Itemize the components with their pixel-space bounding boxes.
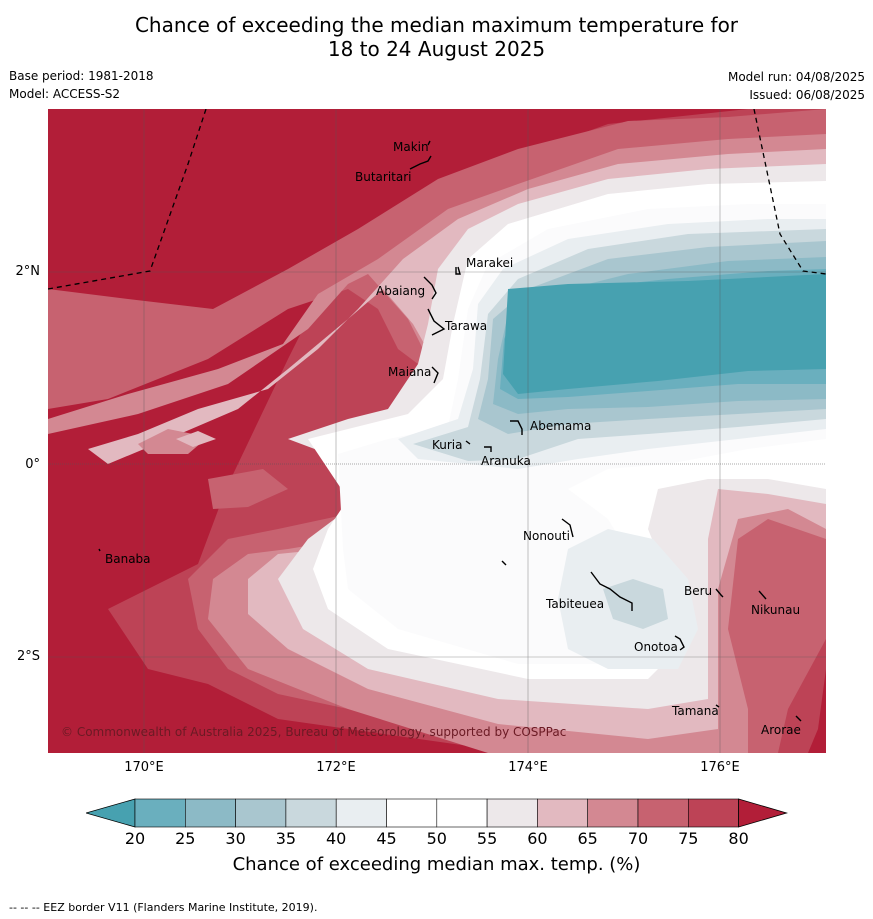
place-label-arorae: Arorae	[761, 723, 801, 737]
place-label-makin: Makin	[393, 140, 429, 154]
makin-island	[427, 140, 431, 146]
nonouti-islet	[501, 560, 507, 566]
colorbar-box-55-60	[486, 798, 538, 828]
tabiteuea-island	[590, 571, 633, 611]
nonouti-island	[561, 518, 574, 538]
colorbar-box-35-40	[285, 798, 337, 828]
colorbar-box-45-50	[386, 798, 438, 828]
onotoa-island	[674, 635, 685, 651]
marakei-island	[455, 266, 461, 275]
place-label-onotoa: Onotoa	[634, 640, 678, 654]
colorbar-tick-label: 30	[225, 829, 246, 848]
colorbar-tick-label: 70	[627, 829, 649, 848]
colorbar-box-75-80	[687, 798, 739, 828]
band-70-75-island	[208, 469, 288, 509]
base-period: Base period: 1981-2018	[9, 69, 154, 83]
tamana-island	[715, 704, 720, 708]
banaba-island	[98, 548, 101, 552]
place-label-banaba: Banaba	[105, 552, 151, 566]
aranuka-island	[484, 446, 492, 452]
colorbar-box-50-55	[436, 798, 488, 828]
colorbar-tick-label: 75	[678, 829, 699, 848]
band-below-20	[503, 274, 826, 394]
colorbar-tick-label: 20	[124, 829, 146, 848]
colorbar-tick-label: 50	[426, 829, 447, 848]
island-outlines	[98, 140, 802, 722]
model-name: Model: ACCESS-S2	[9, 87, 121, 101]
colorbar-tick-label: 55	[476, 829, 498, 848]
eez-border-east	[753, 109, 826, 275]
issued-date: Issued: 06/08/2025	[749, 88, 865, 102]
beru-island	[715, 588, 724, 598]
forecast-map: Makin Butaritari Marakei Abaiang Tarawa …	[48, 109, 826, 753]
place-label-maiana: Maiana	[388, 365, 431, 379]
copyright-notice: © Commonwealth of Australia 2025, Bureau…	[61, 725, 566, 739]
colorbar-title: Chance of exceeding median max. temp. (%…	[232, 854, 641, 875]
kuria-island	[465, 440, 471, 445]
lon-tick-170e: 170°E	[124, 760, 164, 775]
graticule	[48, 109, 826, 753]
place-label-marakei: Marakei	[466, 256, 513, 270]
place-label-tabiteuea: Tabiteuea	[545, 597, 604, 611]
colorbar-tick-label: 65	[577, 829, 598, 848]
maiana-island	[431, 366, 439, 384]
place-label-kuria: Kuria	[432, 438, 463, 452]
lon-tick-174e: 174°E	[508, 760, 548, 775]
place-label-nonouti: Nonouti	[523, 529, 570, 543]
nikunau-island	[758, 590, 767, 600]
band-60-65-islet	[176, 431, 216, 447]
colorbar-box-70-75	[637, 798, 689, 828]
place-label-tamana: Tamana	[671, 704, 719, 718]
lon-tick-172e: 172°E	[316, 760, 356, 775]
map-title-line2: 18 to 24 August 2025	[327, 37, 546, 61]
place-label-nikunau: Nikunau	[751, 603, 800, 617]
colorbar-tick-label: 60	[527, 829, 548, 848]
eez-footnote: -- -- -- EEZ border V11 (Flanders Marine…	[9, 901, 318, 914]
colorbar-tick-label: 45	[376, 829, 397, 848]
colorbar-box-20-25	[134, 798, 186, 828]
place-label-beru: Beru	[684, 584, 712, 598]
abaiang-island	[423, 276, 437, 300]
colorbar-box-30-35	[235, 798, 287, 828]
colorbar-box-40-45	[335, 798, 387, 828]
colorbar-box-65-70	[587, 798, 639, 828]
lat-tick-2n: 2°N	[15, 264, 41, 279]
lat-tick-2s: 2°S	[16, 649, 40, 664]
colorbar-tick-label: 80	[728, 829, 749, 848]
place-label-abemama: Abemama	[530, 419, 591, 433]
place-label-abaiang: Abaiang	[376, 284, 425, 298]
colorbar	[86, 798, 788, 828]
colorbar-tick-label: 25	[175, 829, 196, 848]
eez-border-west	[48, 109, 207, 290]
colorbar-box-60-65	[537, 798, 588, 828]
colorbar-extend-low	[86, 798, 136, 828]
map-title-line1: Chance of exceeding the median maximum t…	[134, 13, 739, 37]
lat-tick-0: 0°	[25, 457, 40, 472]
colorbar-extend-high	[738, 798, 788, 828]
lon-tick-176e: 176°E	[700, 760, 740, 775]
arorae-island	[795, 715, 802, 722]
place-label-butaritari: Butaritari	[355, 170, 412, 184]
abemama-island	[510, 420, 523, 435]
band-35-40-south	[603, 579, 668, 629]
colorbar-tick-label: 35	[275, 829, 297, 848]
place-label-aranuka: Aranuka	[481, 454, 531, 468]
place-label-tarawa: Tarawa	[444, 319, 487, 333]
tarawa-island	[427, 308, 446, 336]
butaritari-island	[409, 155, 432, 170]
model-run: Model run: 04/08/2025	[727, 70, 865, 84]
colorbar-tick-label: 40	[326, 829, 347, 848]
colorbar-box-25-30	[185, 798, 236, 828]
eez-border	[48, 109, 826, 290]
